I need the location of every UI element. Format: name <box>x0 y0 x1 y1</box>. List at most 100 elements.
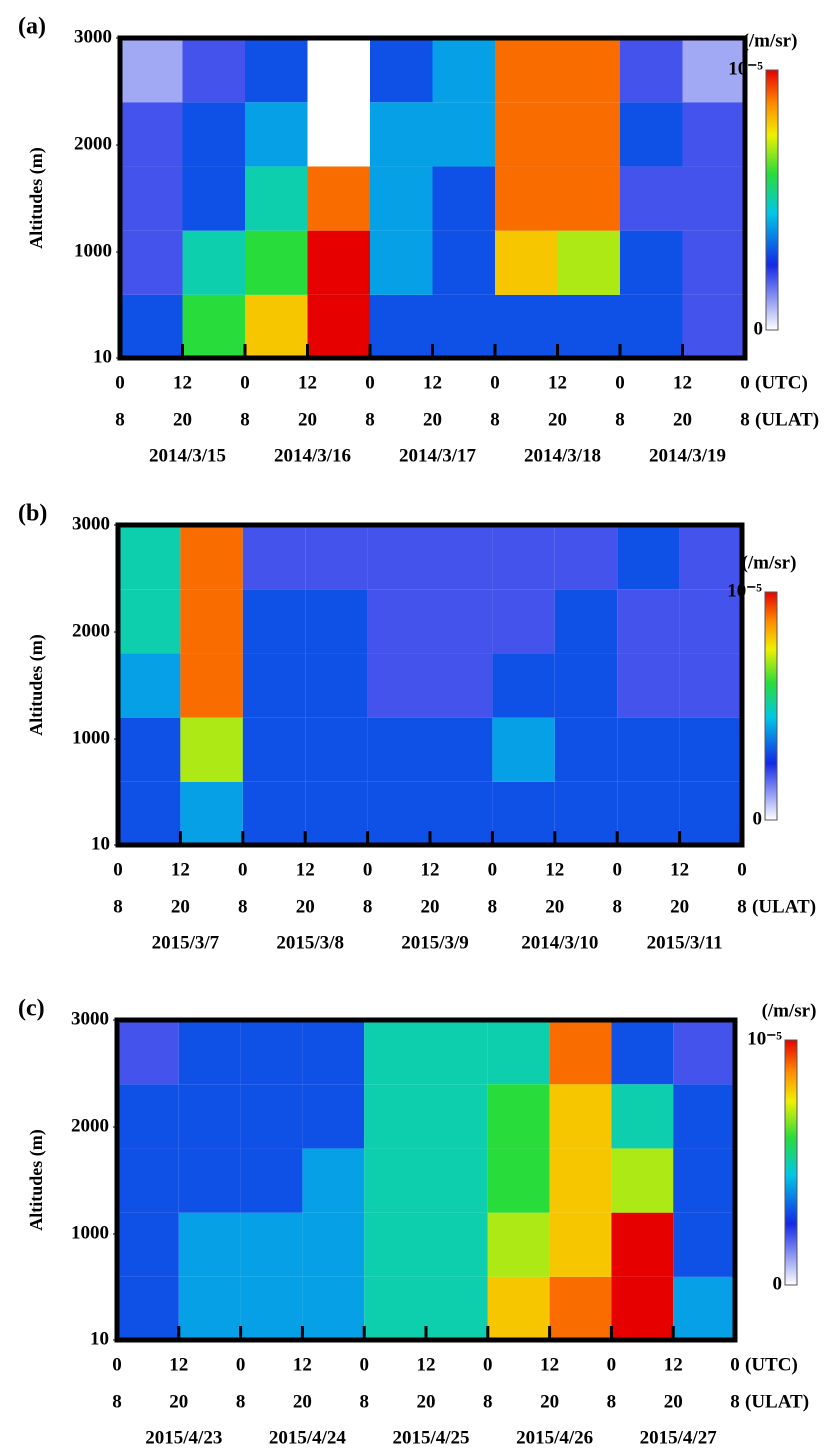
x-local-tick-label: 8 <box>112 1391 122 1412</box>
heatmap-cell <box>118 589 181 654</box>
x-tick-label: 0 <box>115 372 125 393</box>
x-local-tick-label: 8 <box>113 896 123 917</box>
heatmap-cell <box>430 525 493 590</box>
x-tick-label: 0 <box>363 859 373 880</box>
heatmap-cell <box>178 1276 241 1340</box>
x-tick-label: 0 <box>488 859 498 880</box>
heatmap-cell <box>370 38 433 103</box>
heatmap-cell <box>487 1276 550 1340</box>
heatmap-cell <box>492 717 555 782</box>
x-tick-label: 0 <box>730 1354 740 1375</box>
heatmap-cell <box>364 1020 426 1085</box>
heatmap-cell <box>554 589 618 654</box>
heatmap-cell <box>426 1148 488 1213</box>
heatmap-cell <box>367 589 430 654</box>
y-tick-label: 10 <box>90 1328 109 1349</box>
panel-label: (b) <box>18 501 47 527</box>
x-local-tick-label: 8 <box>115 409 125 430</box>
x-tick-label: 0 <box>607 1354 617 1375</box>
heatmap-cell <box>182 294 245 358</box>
heatmap-cell <box>307 38 370 103</box>
x-tick-label: 0 <box>737 859 747 880</box>
heatmap-cell <box>549 1148 612 1213</box>
heatmap-cell <box>118 525 181 590</box>
date-label: 2014/3/17 <box>399 445 477 466</box>
heatmap-cell <box>549 1276 612 1340</box>
heatmap-cell <box>307 294 370 358</box>
x-tick-label: 12 <box>169 1354 188 1375</box>
y-tick-label: 1000 <box>74 240 112 261</box>
heatmap-cell <box>305 781 368 845</box>
heatmap-cell <box>118 717 181 782</box>
x-tick-label: 0 <box>238 859 248 880</box>
x-local-unit-label: (ULAT) <box>745 1391 809 1412</box>
x-tick-label: 0 <box>112 1354 122 1375</box>
heatmap-cell <box>178 1020 241 1085</box>
heatmap-cell <box>557 102 620 167</box>
heatmap-cell <box>120 38 183 103</box>
colorbar-tick-label: 0 <box>753 808 763 829</box>
date-label: 2014/3/19 <box>649 445 726 466</box>
x-local-tick-label: 8 <box>607 1391 617 1412</box>
heatmap-cell <box>307 102 370 167</box>
y-axis-label: Altitudes (m) <box>26 147 47 249</box>
heatmap-cell <box>492 525 555 590</box>
heatmap-cell <box>242 653 306 718</box>
date-label: 2015/3/8 <box>276 932 344 953</box>
heatmap-cell <box>426 1020 488 1085</box>
heatmap-cell <box>430 589 493 654</box>
heatmap-cell <box>305 589 368 654</box>
heatmap-cell <box>182 102 245 167</box>
x-local-tick-label: 8 <box>365 409 375 430</box>
heatmap-cell <box>682 230 745 295</box>
heatmap-cell <box>302 1212 365 1277</box>
date-label: 2015/3/7 <box>152 932 220 953</box>
heatmap-cell <box>370 102 433 167</box>
heatmap-cell <box>679 717 742 782</box>
y-tick-label: 2000 <box>74 133 112 154</box>
heatmap-cell <box>302 1084 365 1149</box>
heatmap-cell <box>120 166 183 231</box>
heatmap-cell <box>495 166 558 231</box>
x-local-tick-label: 8 <box>238 896 248 917</box>
y-tick-label: 1000 <box>71 1222 109 1243</box>
x-local-tick-label: 20 <box>421 896 440 917</box>
heatmap-cell <box>617 717 680 782</box>
heatmap-cell <box>305 653 368 718</box>
heatmap-cell <box>557 166 620 231</box>
date-label: 2015/4/23 <box>145 1427 222 1448</box>
colorbar-tick-label: 10⁻⁵ <box>727 580 762 601</box>
x-local-tick-label: 20 <box>169 1391 188 1412</box>
x-local-tick-label: 20 <box>296 896 315 917</box>
colorbar <box>784 1039 798 1286</box>
heatmap-cell <box>679 653 742 718</box>
heatmap-cell <box>245 102 308 167</box>
x-tick-label: 12 <box>673 372 692 393</box>
x-local-tick-label: 20 <box>548 409 567 430</box>
heatmap-cell <box>302 1020 365 1085</box>
heatmap-cell <box>370 166 433 231</box>
x-tick-label: 0 <box>612 859 622 880</box>
heatmap-cell <box>549 1084 612 1149</box>
heatmap-cell <box>554 781 618 845</box>
x-tick-label: 0 <box>240 372 250 393</box>
date-label: 2014/3/15 <box>149 445 226 466</box>
heatmap-cell <box>611 1276 674 1340</box>
x-tick-label: 12 <box>296 859 315 880</box>
heatmap-cell <box>492 653 555 718</box>
x-unit-label: (UTC) <box>745 1354 798 1375</box>
heatmap-cell <box>242 717 306 782</box>
heatmap-cell <box>492 781 555 845</box>
heatmap-cell <box>682 294 745 358</box>
heatmap-cell <box>679 525 742 590</box>
heatmap-cell <box>180 589 243 654</box>
panel-label: (c) <box>18 996 45 1022</box>
heatmap-cell <box>180 781 243 845</box>
heatmap-cell <box>364 1148 426 1213</box>
x-local-tick-label: 20 <box>298 409 317 430</box>
y-tick-label: 10 <box>93 346 112 367</box>
heatmap-cell <box>182 230 245 295</box>
heatmap-cell <box>611 1020 674 1085</box>
heatmap-cell <box>178 1084 241 1149</box>
colorbar <box>765 69 779 331</box>
